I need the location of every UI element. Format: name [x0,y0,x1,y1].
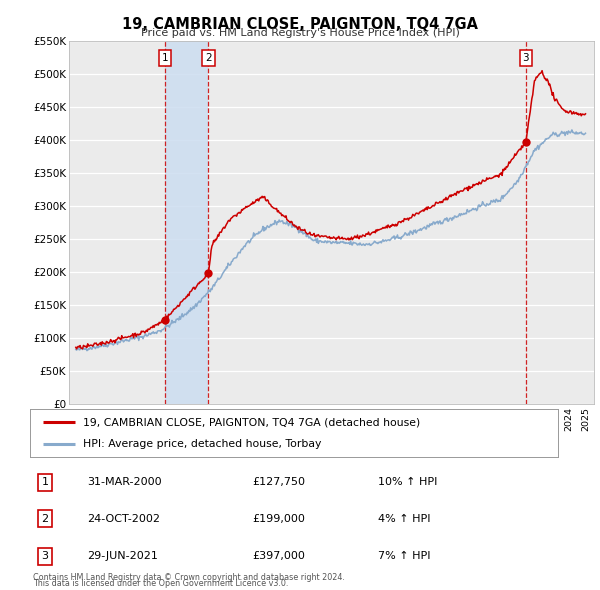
Text: Contains HM Land Registry data © Crown copyright and database right 2024.: Contains HM Land Registry data © Crown c… [33,573,345,582]
Text: This data is licensed under the Open Government Licence v3.0.: This data is licensed under the Open Gov… [33,579,289,588]
Text: 19, CAMBRIAN CLOSE, PAIGNTON, TQ4 7GA: 19, CAMBRIAN CLOSE, PAIGNTON, TQ4 7GA [122,17,478,31]
Text: Price paid vs. HM Land Registry's House Price Index (HPI): Price paid vs. HM Land Registry's House … [140,28,460,38]
Text: 1: 1 [41,477,49,487]
Text: 2: 2 [41,514,49,524]
Text: 4% ↑ HPI: 4% ↑ HPI [378,514,431,524]
Text: 3: 3 [523,53,529,63]
Text: 7% ↑ HPI: 7% ↑ HPI [378,551,431,561]
Text: £397,000: £397,000 [252,551,305,561]
Text: HPI: Average price, detached house, Torbay: HPI: Average price, detached house, Torb… [83,439,321,449]
Text: 31-MAR-2000: 31-MAR-2000 [87,477,161,487]
Text: £199,000: £199,000 [252,514,305,524]
Text: 10% ↑ HPI: 10% ↑ HPI [378,477,437,487]
Text: 2: 2 [205,53,212,63]
Text: 1: 1 [161,53,169,63]
Bar [165,41,208,404]
Text: 19, CAMBRIAN CLOSE, PAIGNTON, TQ4 7GA (detached house): 19, CAMBRIAN CLOSE, PAIGNTON, TQ4 7GA (d… [83,417,420,427]
Text: 24-OCT-2002: 24-OCT-2002 [87,514,160,524]
Text: 3: 3 [41,551,49,561]
Text: 29-JUN-2021: 29-JUN-2021 [87,551,158,561]
Text: £127,750: £127,750 [252,477,305,487]
